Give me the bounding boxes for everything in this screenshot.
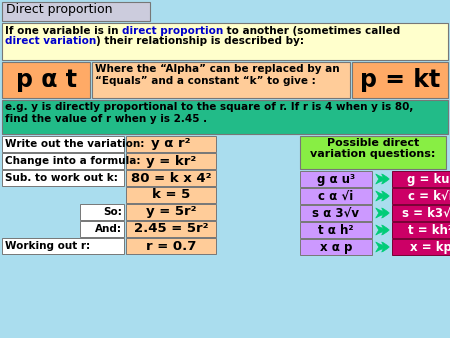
Bar bbox=[300, 239, 372, 255]
Bar bbox=[392, 222, 450, 238]
Text: Direct proportion: Direct proportion bbox=[6, 3, 112, 16]
Bar bbox=[392, 171, 450, 187]
Bar bbox=[126, 170, 216, 186]
Bar bbox=[300, 188, 372, 204]
Text: s = k3√v: s = k3√v bbox=[402, 207, 450, 219]
Bar bbox=[92, 62, 350, 98]
Text: direct variation: direct variation bbox=[5, 36, 96, 46]
Bar bbox=[300, 222, 372, 238]
Text: If one variable is in: If one variable is in bbox=[5, 25, 122, 35]
Bar bbox=[80, 204, 124, 220]
Text: y = 5r²: y = 5r² bbox=[146, 206, 196, 218]
Text: p α t: p α t bbox=[15, 68, 76, 92]
Bar bbox=[126, 187, 216, 203]
Text: c = k√i: c = k√i bbox=[408, 190, 450, 202]
Text: r = 0.7: r = 0.7 bbox=[146, 240, 196, 252]
Bar bbox=[300, 136, 446, 169]
Bar bbox=[2, 136, 124, 152]
Bar bbox=[300, 205, 372, 221]
Text: Possible direct: Possible direct bbox=[327, 138, 419, 148]
Text: So:: So: bbox=[103, 207, 122, 217]
Text: Working out r:: Working out r: bbox=[5, 241, 90, 251]
Text: g α u³: g α u³ bbox=[317, 172, 355, 186]
Text: y = kr²: y = kr² bbox=[146, 154, 196, 168]
Text: g = ku³: g = ku³ bbox=[407, 172, 450, 186]
Bar bbox=[392, 239, 450, 255]
Bar bbox=[392, 205, 450, 221]
Text: Sub. to work out k:: Sub. to work out k: bbox=[5, 173, 118, 183]
Bar bbox=[126, 221, 216, 237]
Bar bbox=[2, 2, 150, 21]
Bar bbox=[2, 100, 448, 134]
Text: to another (sometimes called: to another (sometimes called bbox=[223, 25, 400, 35]
Bar bbox=[126, 153, 216, 169]
Text: t α h²: t α h² bbox=[318, 223, 354, 237]
Bar bbox=[126, 238, 216, 254]
Text: 80 = k x 4²: 80 = k x 4² bbox=[131, 171, 211, 185]
Text: t = kh²: t = kh² bbox=[408, 223, 450, 237]
Text: ) their relationship is described by:: ) their relationship is described by: bbox=[96, 36, 304, 46]
Text: p = kt: p = kt bbox=[360, 68, 440, 92]
Bar bbox=[352, 62, 448, 98]
Bar bbox=[126, 136, 216, 152]
Bar bbox=[2, 23, 448, 60]
Text: x α p: x α p bbox=[320, 241, 352, 254]
Bar bbox=[2, 62, 90, 98]
Text: find the value of r when y is 2.45 .: find the value of r when y is 2.45 . bbox=[5, 114, 207, 123]
Text: k = 5: k = 5 bbox=[152, 189, 190, 201]
Text: Change into a formula:: Change into a formula: bbox=[5, 156, 140, 166]
Text: 2.45 = 5r²: 2.45 = 5r² bbox=[134, 222, 208, 236]
Bar bbox=[2, 170, 124, 186]
Text: variation questions:: variation questions: bbox=[310, 149, 436, 159]
Bar bbox=[392, 188, 450, 204]
Text: Write out the variation:: Write out the variation: bbox=[5, 139, 144, 149]
Bar bbox=[2, 238, 124, 254]
Text: x = kp: x = kp bbox=[410, 241, 450, 254]
Text: direct proportion: direct proportion bbox=[122, 25, 223, 35]
Text: Where the “Alpha” can be replaced by an: Where the “Alpha” can be replaced by an bbox=[95, 65, 340, 74]
Text: c α √i: c α √i bbox=[319, 190, 354, 202]
Text: “Equals” and a constant “k” to give :: “Equals” and a constant “k” to give : bbox=[95, 75, 316, 86]
Text: And:: And: bbox=[95, 224, 122, 234]
Text: e.g. y is directly proportional to the square of r. If r is 4 when y is 80,: e.g. y is directly proportional to the s… bbox=[5, 102, 414, 113]
Text: s α 3√v: s α 3√v bbox=[312, 207, 360, 219]
Bar bbox=[2, 153, 124, 169]
Bar bbox=[80, 221, 124, 237]
Text: y α r²: y α r² bbox=[151, 138, 191, 150]
Bar bbox=[126, 204, 216, 220]
Bar bbox=[300, 171, 372, 187]
